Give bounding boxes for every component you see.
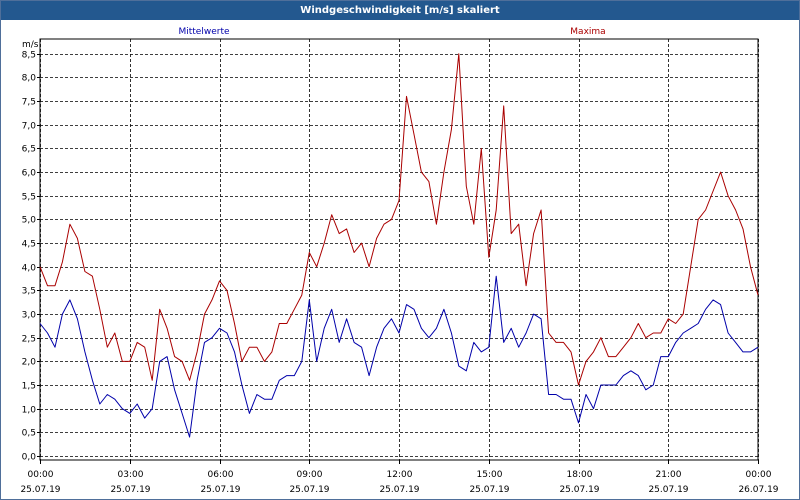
series-lines — [39, 53, 759, 438]
x-tick-date: 25.07.19 — [110, 485, 150, 495]
x-tick-time: 15:00 — [477, 470, 503, 480]
chart-grid — [37, 39, 759, 464]
series-line-maxima — [39, 53, 759, 386]
x-tick-date: 25.07.19 — [20, 485, 60, 495]
y-tick-label: 3,5 — [22, 287, 36, 297]
x-tick-date: 25.07.19 — [289, 485, 329, 495]
y-tick-label: 0,5 — [22, 429, 36, 439]
y-tick-label: 7,5 — [22, 98, 36, 108]
window-title: Windgeschwindigkeit [m/s] skaliert — [1, 1, 799, 20]
x-tick-time: 18:00 — [567, 470, 593, 480]
x-tick-time: 21:00 — [656, 470, 682, 480]
x-tick-date: 25.07.19 — [648, 485, 688, 495]
y-tick-label: 1,0 — [22, 406, 37, 416]
x-tick-date: 25.07.19 — [200, 485, 240, 495]
x-tick-time: 00:00 — [746, 470, 772, 480]
x-tick-date: 25.07.19 — [469, 485, 509, 495]
x-tick-time: 09:00 — [297, 470, 323, 480]
y-tick-label: 0,0 — [22, 453, 37, 463]
y-tick-label: 7,0 — [22, 122, 37, 132]
y-tick-label: 8,0 — [22, 74, 37, 84]
series-line-mittelwerte — [39, 275, 759, 438]
y-tick-labels: 0,0 0,5 1,0 1,5 2,0 2,5 3,0 3,5 4,0 4,5 5,0 5,5 6,0 6… — [22, 51, 37, 463]
plot-frame — [39, 38, 759, 461]
y-tick-label: 4,5 — [22, 240, 36, 250]
y-axis-label: m/s — [22, 40, 39, 50]
y-tick-label: 5,0 — [22, 216, 37, 226]
y-tick-label: 8,5 — [22, 51, 36, 61]
x-tick-time: 00:00 — [28, 470, 54, 480]
x-tick-date: 26.07.19 — [738, 485, 778, 495]
y-tick-label: 3,0 — [22, 311, 37, 321]
x-tick-date: 25.07.19 — [379, 485, 419, 495]
x-tick-date: 25.07.19 — [559, 485, 599, 495]
y-tick-label: 1,5 — [22, 382, 36, 392]
y-tick-label: 6,5 — [22, 145, 36, 155]
y-tick-label: 4,0 — [22, 264, 37, 274]
x-tick-time: 12:00 — [387, 470, 413, 480]
legend-maxima: Maxima — [570, 27, 605, 37]
x-tick-time: 03:00 — [118, 470, 144, 480]
y-tick-label: 2,5 — [22, 335, 36, 345]
x-tick-labels: 00:00 25.07.19 03:00 25.07.19 06:00 25.07.19 0… — [20, 470, 778, 495]
plot-border — [39, 38, 759, 461]
y-tick-label: 5,5 — [22, 193, 36, 203]
y-tick-label: 2,0 — [22, 358, 37, 368]
x-tick-time: 06:00 — [208, 470, 234, 480]
y-tick-label: 6,0 — [22, 169, 37, 179]
legend-mittelwerte: Mittelwerte — [178, 27, 229, 37]
